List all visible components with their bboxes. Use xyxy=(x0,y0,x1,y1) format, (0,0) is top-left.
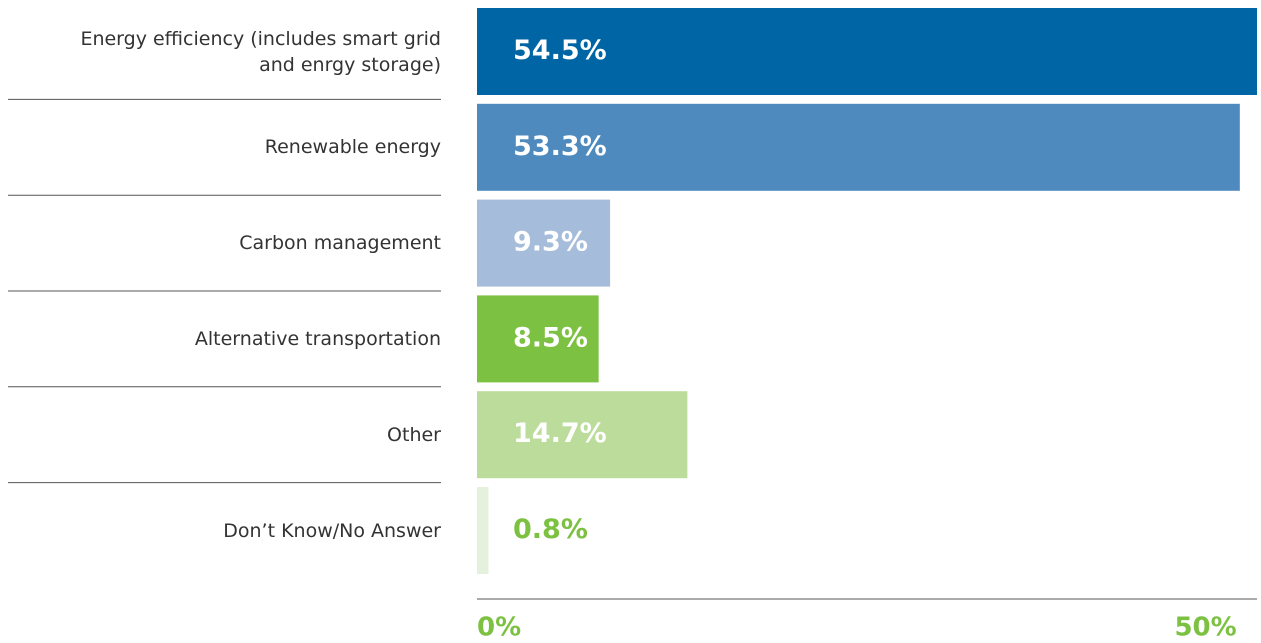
x-tick-label: 50% xyxy=(1174,613,1236,643)
category-label: Other xyxy=(387,423,441,446)
category-label: Alternative transportation xyxy=(194,327,441,350)
bar xyxy=(477,199,611,287)
category-label: Don’t Know/No Answer xyxy=(223,519,441,542)
x-tick-label: 0% xyxy=(477,613,521,643)
value-label: 14.7% xyxy=(513,418,607,449)
value-label: 9.3% xyxy=(513,227,588,258)
value-label: 53.3% xyxy=(513,131,607,162)
bar xyxy=(477,487,489,574)
value-label: 0.8% xyxy=(513,514,588,545)
bar xyxy=(477,391,688,479)
category-label: Carbon management xyxy=(239,232,441,255)
value-label: 54.5% xyxy=(513,35,607,66)
bar xyxy=(477,103,1240,191)
bar xyxy=(477,8,1257,95)
category-label: Renewable energy xyxy=(264,136,441,159)
category-label: Energy efficiency (includes smart grid a… xyxy=(80,27,441,76)
value-label: 8.5% xyxy=(513,322,588,353)
bar xyxy=(477,295,599,383)
